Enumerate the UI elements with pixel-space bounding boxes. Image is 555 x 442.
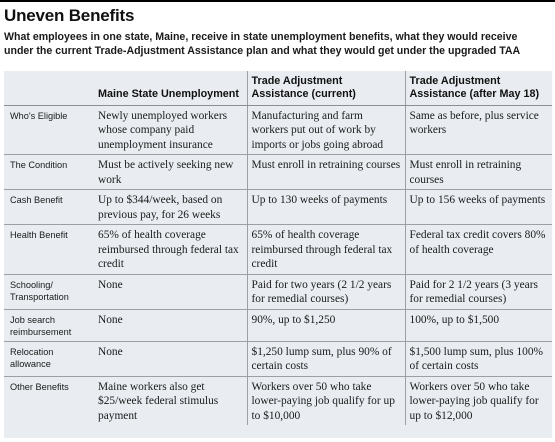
cell-maine: None — [94, 274, 247, 310]
comparison-table-container: Maine State Unemployment Trade Adjustmen… — [4, 71, 552, 438]
table-row: Relocation allowance None $1,250 lump su… — [4, 341, 552, 377]
cell-maine: Newly unemployed workers whose company p… — [94, 105, 247, 155]
cell-maine: 65% of health coverage reimbursed throug… — [94, 224, 247, 275]
page-title: Uneven Benefits — [4, 6, 135, 25]
cell-maine: None — [94, 341, 247, 377]
row-label: Health Benefit — [4, 224, 94, 275]
row-label: Other Benefits — [10, 381, 69, 392]
cell-taa-current: Paid for two years (2 1/2 years for reme… — [246, 274, 405, 310]
table-row: Other Benefits Maine workers also get $2… — [4, 376, 552, 425]
page-subtitle: What employees in one state, Maine, rece… — [4, 31, 521, 57]
table-row: Job search reimbursement None 90%, up to… — [4, 309, 552, 342]
row-label: Who's Eligible — [4, 105, 94, 155]
row-label: Cash Benefit — [4, 189, 94, 225]
row-label: The Condition — [4, 154, 94, 190]
cell-taa-after: Must enroll in retraining courses — [404, 154, 552, 190]
cell-maine: Up to $344/week, based on previous pay, … — [94, 189, 247, 225]
cell-taa-current: 65% of health coverage reimbursed throug… — [246, 224, 405, 275]
table-row: Health Benefit 65% of health coverage re… — [4, 224, 552, 275]
row-label: Job search reimbursement — [4, 309, 94, 342]
table-row: The Condition Must be actively seeking n… — [4, 154, 552, 190]
row-label: Schooling/ Transportation — [4, 274, 94, 310]
cell-taa-after: Paid for 2 1/2 years (3 years for remedi… — [404, 274, 552, 310]
cell-taa-current: Manufacturing and farm workers put out o… — [246, 105, 405, 155]
cell-taa-after: Up to 156 weeks of payments — [404, 189, 552, 225]
cell-taa-after: Workers over 50 who take lower-paying jo… — [404, 376, 552, 425]
cell-taa-after: Same as before, plus service workers — [404, 105, 552, 155]
cell-taa-after: 100%, up to $1,500 — [404, 309, 552, 342]
header-taa-after: Trade Adjustment Assistance (after May 1… — [404, 71, 552, 106]
header-maine: Maine State Unemployment — [94, 71, 247, 106]
table-header-row: Maine State Unemployment Trade Adjustmen… — [4, 71, 552, 106]
cell-taa-current: Up to 130 weeks of payments — [246, 189, 405, 225]
cell-maine: None — [94, 309, 247, 342]
table-row: Cash Benefit Up to $344/week, based on p… — [4, 189, 552, 225]
row-label: Relocation allowance — [4, 341, 94, 377]
header-taa-current: Trade Adjustment Assistance (current) — [246, 71, 405, 106]
cell-taa-after: $1,500 lump sum, plus 100% of certain co… — [404, 341, 552, 377]
cell-maine: Maine workers also get $25/week federal … — [98, 380, 219, 422]
cell-taa-current: 90%, up to $1,250 — [246, 309, 405, 342]
cell-taa-current: Must enroll in retraining courses — [246, 154, 405, 190]
table-row: Who's Eligible Newly unemployed workers … — [4, 105, 552, 155]
cell-taa-current: $1,250 lump sum, plus 90% of certain cos… — [246, 341, 405, 377]
top-rule — [0, 0, 555, 2]
cell-maine: Must be actively seeking new work — [94, 154, 247, 190]
header-blank — [4, 71, 94, 106]
table-row: Schooling/ Transportation None Paid for … — [4, 274, 552, 310]
cell-taa-current: Workers over 50 who take lower-paying jo… — [246, 376, 405, 425]
cell-taa-after: Federal tax credit covers 80% of health … — [404, 224, 552, 275]
comparison-table: Maine State Unemployment Trade Adjustmen… — [4, 71, 552, 425]
